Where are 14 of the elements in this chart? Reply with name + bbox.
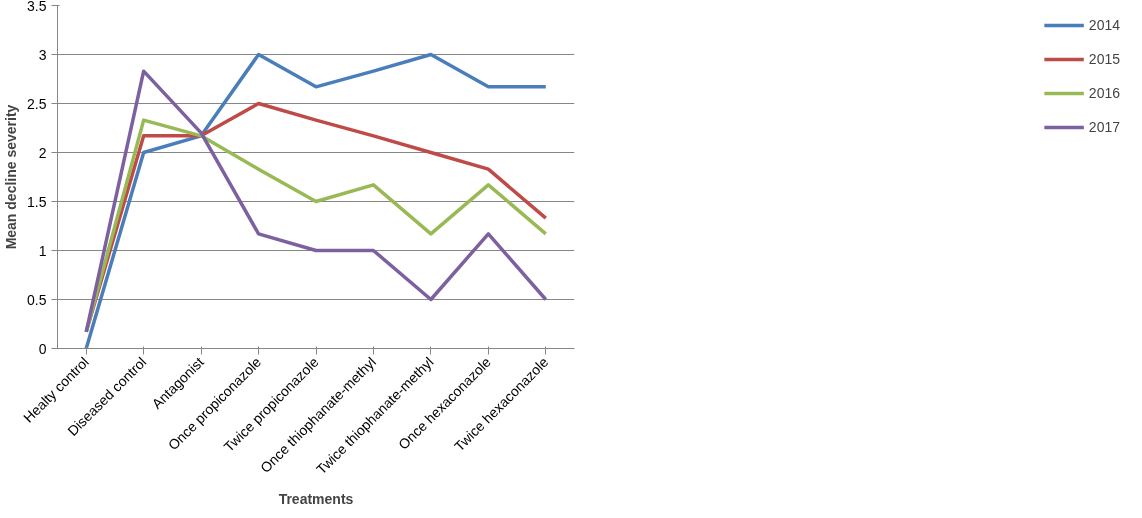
- y-axis-title: Mean decline severity: [3, 104, 20, 250]
- y-tick-label: 3.5: [27, 0, 47, 14]
- legend-label: 2014: [1088, 17, 1120, 33]
- y-tick-label: 1: [38, 242, 47, 259]
- legend-label: 2015: [1088, 51, 1120, 67]
- y-tick-label: 2.5: [27, 95, 47, 112]
- legend-label: 2017: [1088, 119, 1120, 135]
- y-tick-label: 1.5: [27, 193, 47, 210]
- legend-label: 2016: [1088, 85, 1120, 101]
- y-tick-label: 3: [38, 46, 47, 63]
- y-tick-label: 0: [38, 340, 47, 357]
- x-axis-title: Treatments: [278, 491, 354, 508]
- y-tick-label: 2: [38, 144, 47, 161]
- y-tick-label: 0.5: [27, 291, 47, 308]
